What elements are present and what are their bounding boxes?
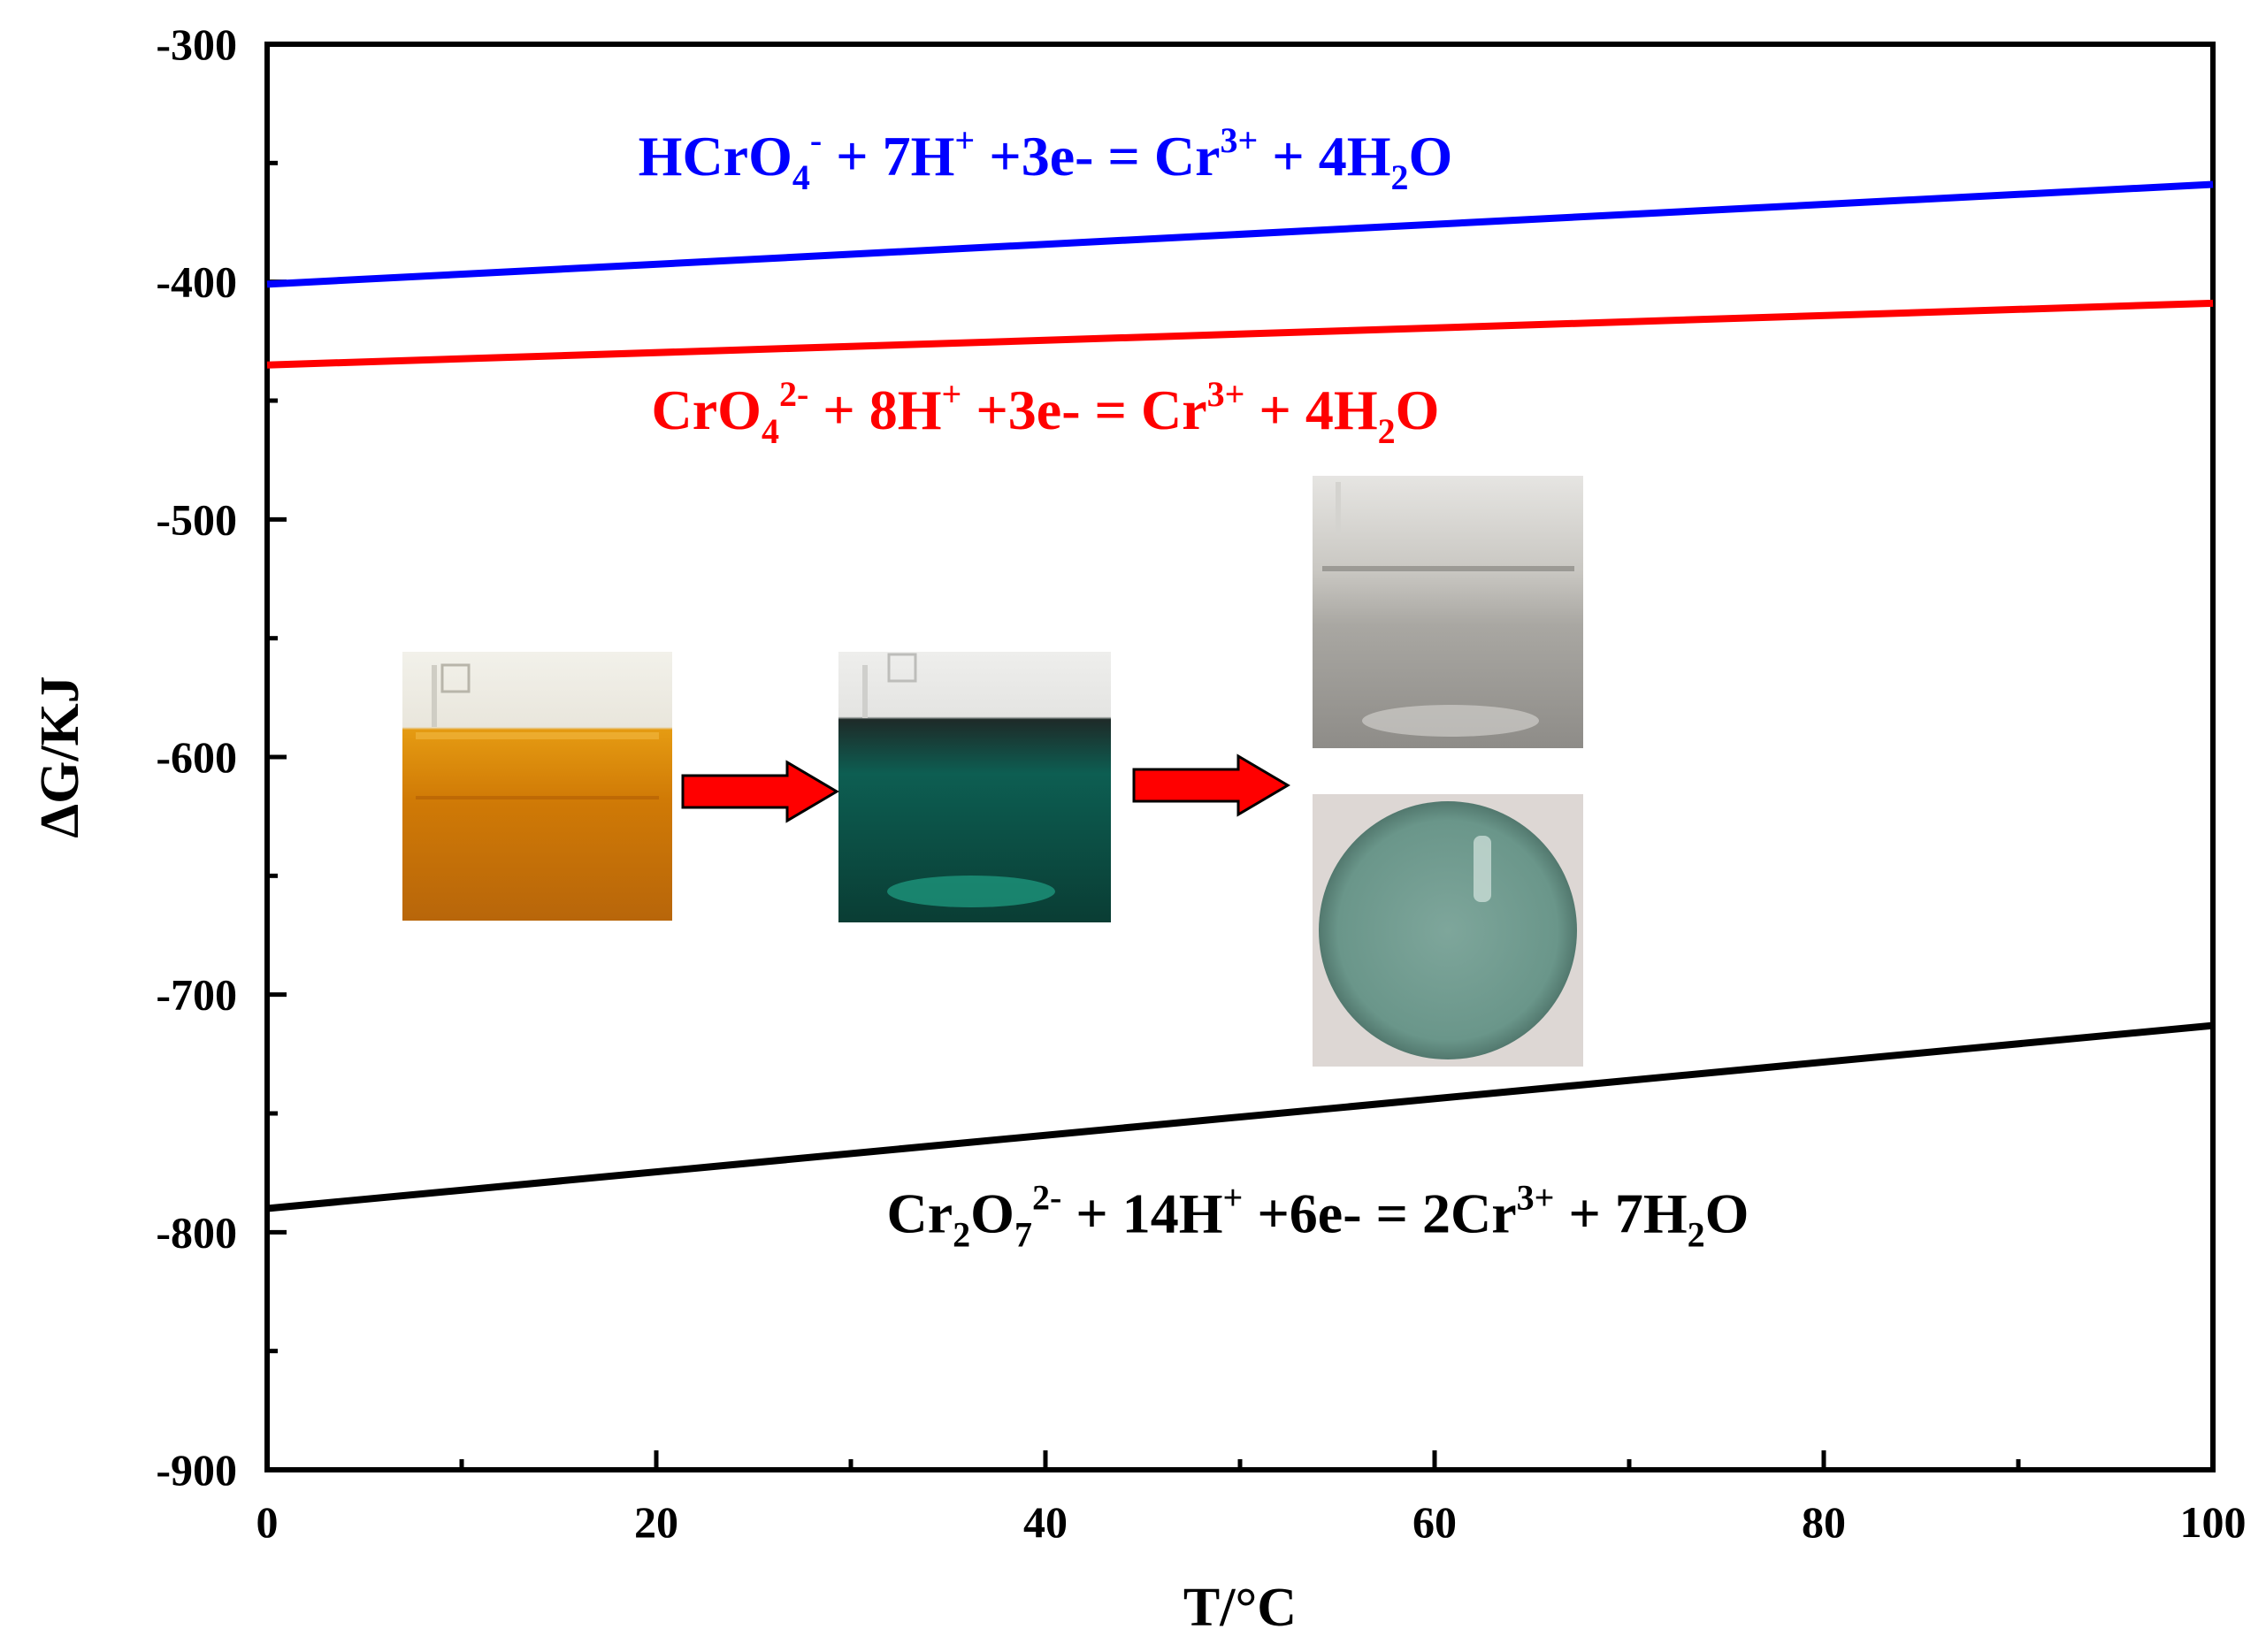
y-tick-label: -900 xyxy=(156,1445,237,1495)
photo-beaker-green xyxy=(838,652,1111,922)
equation-part: + xyxy=(942,374,962,414)
x-tick-label: 40 xyxy=(1023,1497,1068,1547)
y-axis-title: ΔG/KJ xyxy=(30,676,90,838)
y-tick-label: -800 xyxy=(156,1207,237,1257)
equation-part: 4 xyxy=(792,157,810,197)
y-tick-label: -400 xyxy=(156,257,237,307)
equation-part: O xyxy=(1409,125,1453,187)
arrow-right-icon xyxy=(1132,753,1290,817)
equation-part: +3e- = Cr xyxy=(975,125,1220,187)
equation-part: 2- xyxy=(779,374,808,414)
series-line-3 xyxy=(266,1021,2214,1212)
equation-hcro4: HCrO4- + 7H+ +3e- = Cr3+ + 4H2O xyxy=(639,120,1453,197)
equation-part: CrO xyxy=(652,379,762,441)
photo-beaker-clear xyxy=(1313,476,1583,748)
equation-part: 2 xyxy=(1688,1214,1705,1254)
equation-part: 7 xyxy=(1014,1214,1032,1254)
equation-part: 2 xyxy=(1391,157,1409,197)
equation-part: O xyxy=(970,1182,1014,1244)
equation-part: + xyxy=(954,120,975,160)
equation-part: + 4H xyxy=(1244,379,1377,441)
equation-part: + 14H xyxy=(1061,1182,1222,1244)
equation-part: 3+ xyxy=(1207,374,1245,414)
photo-beaker-orange xyxy=(402,652,672,921)
y-tick-labels: -900 -800 -700 -600 -500 -400 -300 xyxy=(156,19,237,1495)
arrow-right-icon xyxy=(681,760,839,823)
equation-part: +6e- = 2Cr xyxy=(1243,1182,1516,1244)
x-tick-label: 80 xyxy=(1802,1497,1846,1547)
equation-part: Cr xyxy=(887,1182,953,1244)
series-line-2 xyxy=(266,299,2214,369)
x-axis-title: T/°C xyxy=(1183,1578,1297,1638)
x-tick-label: 60 xyxy=(1412,1497,1457,1547)
equation-part: + 8H xyxy=(808,379,941,441)
equation-part: + 7H xyxy=(822,125,954,187)
equation-cro4: CrO42- + 8H+ +3e- = Cr3+ + 4H2O xyxy=(652,374,1440,451)
equation-cr2o7: Cr2O72- + 14H+ +6e- = 2Cr3+ + 7H2O xyxy=(887,1177,1749,1254)
x-tick-label: 100 xyxy=(2180,1497,2247,1547)
x-tick-label: 0 xyxy=(256,1497,279,1547)
x-tick-label: 20 xyxy=(634,1497,678,1547)
photo-dish xyxy=(1313,794,1583,1067)
y-tick-label: -700 xyxy=(156,970,237,1020)
equation-part: + 7H xyxy=(1554,1182,1687,1244)
equation-part: 3+ xyxy=(1221,120,1259,160)
equation-part: O xyxy=(1396,379,1440,441)
equation-part: 3+ xyxy=(1517,1177,1555,1217)
y-tick-label: -600 xyxy=(156,732,237,782)
equation-part: 2- xyxy=(1032,1177,1061,1217)
equation-part: HCrO xyxy=(639,125,792,187)
x-tick-labels: 0 20 40 60 80 100 xyxy=(256,1497,2247,1547)
equation-part: + xyxy=(1223,1177,1244,1217)
equation-part: + 4H xyxy=(1258,125,1390,187)
equation-part: O xyxy=(1705,1182,1749,1244)
equation-part: +3e- = Cr xyxy=(961,379,1206,441)
equation-part: 2 xyxy=(953,1214,970,1254)
equation-part: 4 xyxy=(762,411,779,451)
y-tick-label: -300 xyxy=(156,19,237,69)
equation-part: - xyxy=(810,120,822,160)
equation-part: 2 xyxy=(1378,411,1396,451)
series-line-1 xyxy=(266,180,2214,288)
y-tick-label: -500 xyxy=(156,494,237,544)
series-lines xyxy=(266,180,2214,1212)
